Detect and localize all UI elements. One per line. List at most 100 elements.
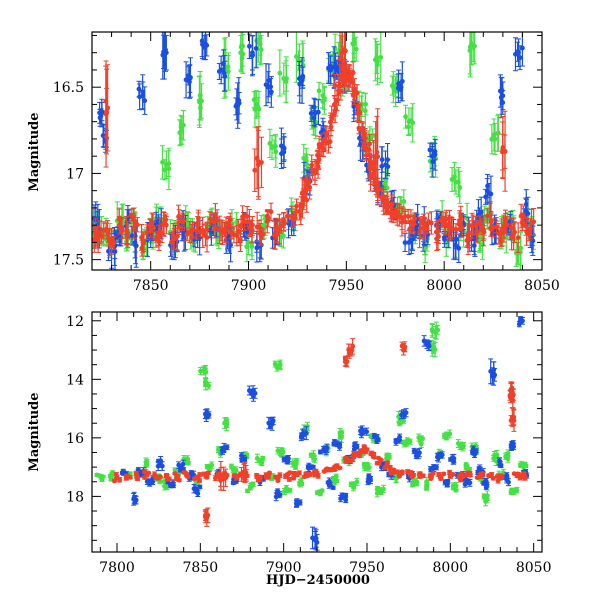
data-point <box>378 54 384 60</box>
data-point <box>435 228 441 234</box>
data-point <box>308 452 314 458</box>
data-point <box>403 114 408 120</box>
data-point <box>318 142 324 148</box>
data-point <box>242 219 248 225</box>
data-point <box>427 147 433 153</box>
data-point <box>405 124 411 130</box>
data-point <box>355 110 360 116</box>
data-point <box>277 70 283 76</box>
data-point <box>244 244 250 250</box>
data-point <box>363 152 369 158</box>
data-point <box>467 467 472 472</box>
data-point <box>278 223 284 229</box>
data-point <box>268 209 274 215</box>
data-point <box>308 110 314 116</box>
data-point <box>141 240 147 246</box>
data-point <box>424 480 430 486</box>
data-point <box>200 230 206 235</box>
data-point <box>505 455 510 460</box>
data-point <box>503 235 509 240</box>
data-point <box>454 236 459 242</box>
data-point <box>399 219 405 225</box>
data-point <box>328 124 334 129</box>
data-point <box>107 239 113 245</box>
data-point <box>283 79 289 85</box>
data-point <box>326 139 331 145</box>
data-point <box>240 43 246 49</box>
data-point <box>354 479 360 485</box>
data-point <box>385 164 391 169</box>
data-point <box>332 479 338 485</box>
series-2 <box>92 32 537 257</box>
data-point <box>443 435 449 441</box>
data-point <box>520 45 525 51</box>
data-point <box>189 227 195 233</box>
data-point <box>118 235 124 240</box>
data-point <box>494 224 499 230</box>
data-point <box>263 82 269 88</box>
data-point <box>204 235 210 240</box>
data-point <box>392 210 398 216</box>
data-point <box>412 216 418 222</box>
data-point <box>268 89 274 95</box>
data-point <box>378 489 384 495</box>
data-point <box>162 167 168 173</box>
data-point <box>103 98 109 104</box>
data-point <box>244 213 250 219</box>
data-point <box>515 49 520 55</box>
data-point <box>139 235 144 240</box>
data-point <box>439 217 445 222</box>
data-point <box>517 55 523 61</box>
data-point <box>137 94 143 100</box>
data-point <box>487 213 493 219</box>
data-point <box>502 149 508 155</box>
data-point <box>223 227 229 233</box>
data-point <box>97 229 103 235</box>
data-point <box>470 222 476 228</box>
plot-area <box>92 32 537 270</box>
data-point <box>271 232 277 238</box>
data-point <box>264 219 270 224</box>
data-point <box>333 63 338 69</box>
data-point <box>225 64 231 70</box>
data-point <box>314 490 320 496</box>
data-point <box>389 83 395 88</box>
data-point <box>197 99 203 105</box>
data-point <box>147 222 153 228</box>
data-point <box>389 202 395 208</box>
data-point <box>326 65 331 71</box>
data-point <box>249 227 255 233</box>
data-point <box>396 420 402 426</box>
data-point <box>481 229 487 235</box>
data-point <box>494 452 500 458</box>
data-point <box>447 222 452 228</box>
data-point <box>375 62 380 68</box>
data-point <box>203 379 209 385</box>
data-point <box>219 230 225 235</box>
data-point <box>207 216 213 222</box>
data-point <box>277 362 283 368</box>
data-point <box>495 131 501 136</box>
data-point <box>343 48 348 54</box>
data-point <box>229 464 234 469</box>
data-point <box>92 237 97 242</box>
data-point <box>362 108 368 114</box>
data-point <box>505 450 511 456</box>
plot-frame <box>91 31 543 271</box>
data-point <box>140 89 146 95</box>
data-point <box>357 135 362 141</box>
data-point <box>279 447 285 453</box>
data-point <box>119 225 125 231</box>
data-point <box>290 460 296 466</box>
data-point <box>144 229 150 235</box>
data-point <box>144 461 149 466</box>
data-point <box>251 97 257 103</box>
data-point <box>303 186 309 192</box>
data-point <box>136 86 142 92</box>
data-point <box>417 229 423 235</box>
data-point <box>128 212 134 218</box>
x-tick-label: 8000 <box>426 278 462 294</box>
data-point <box>233 103 239 109</box>
data-point <box>368 165 373 171</box>
